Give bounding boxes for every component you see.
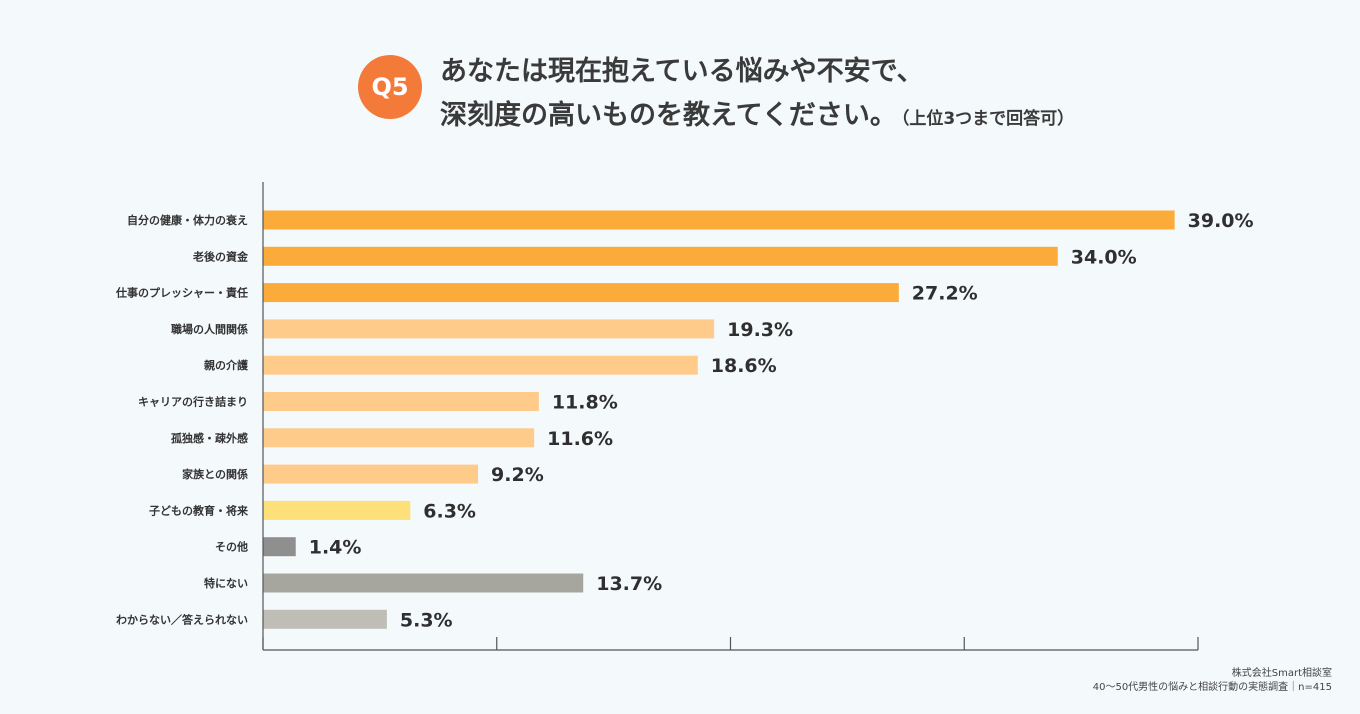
bar-9 [263, 500, 411, 520]
value-label-11: 13.7% [596, 573, 662, 595]
category-label-4: 職場の人間関係 [171, 322, 248, 336]
bar-4 [263, 319, 715, 339]
value-label-5: 18.6% [711, 355, 777, 377]
category-label-9: 子どもの教育・将来 [149, 503, 249, 517]
value-label-4: 19.3% [727, 319, 793, 341]
source-note: 株式会社Smart相談室 40〜50代男性の悩みと相談行動の実態調査｜n=415 [1093, 667, 1332, 695]
chart-header: Q5 あなたは現在抱えている悩みや不安で、 深刻度の高いものを教えてください。（… [0, 0, 1360, 140]
bar-7 [263, 428, 535, 448]
value-label-2: 34.0% [1071, 246, 1137, 268]
category-label-2: 老後の資金 [192, 249, 249, 263]
question-title-line1: あなたは現在抱えている悩みや不安で、 [440, 56, 924, 87]
question-title-line2-wrap: 深刻度の高いものを教えてください。 （上位3つまで回答可） [440, 94, 1074, 141]
question-title: あなたは現在抱えている悩みや不安で、 深刻度の高いものを教えてください。 （上位3… [440, 50, 1074, 141]
bar-2 [263, 246, 1058, 266]
category-label-12: わからない／答えられない [116, 612, 248, 626]
category-label-11: 特にない [204, 576, 248, 590]
value-label-8: 9.2% [491, 464, 544, 486]
value-label-7: 11.6% [547, 428, 613, 450]
value-label-9: 6.3% [423, 500, 476, 522]
source-survey: 40〜50代男性の悩みと相談行動の実態調査｜n=415 [1092, 682, 1332, 693]
value-label-12: 5.3% [400, 609, 453, 631]
category-label-8: 家族との関係 [182, 467, 248, 481]
value-label-3: 27.2% [912, 283, 978, 305]
source-company: 株式会社Smart相談室 [1231, 668, 1332, 679]
bar-1 [263, 210, 1175, 230]
bar-12 [263, 609, 387, 629]
category-label-1: 自分の健康・体力の衰え [127, 213, 248, 227]
category-label-3: 仕事のプレッシャー・責任 [115, 286, 248, 300]
bar-11 [263, 573, 584, 593]
category-label-7: 孤独感・疎外感 [171, 431, 248, 445]
bar-8 [263, 464, 479, 484]
category-label-6: キャリアの行き詰まり [138, 395, 248, 409]
question-title-line2: 深刻度の高いものを教えてください。 [440, 100, 897, 131]
category-label-10: その他 [215, 540, 248, 554]
question-badge: Q5 [358, 55, 422, 119]
value-label-6: 11.8% [552, 392, 618, 414]
question-badge-label: Q5 [371, 73, 409, 101]
bar-3 [263, 283, 899, 303]
value-label-10: 1.4% [309, 537, 362, 559]
bar-6 [263, 392, 539, 411]
bar-10 [263, 537, 296, 557]
category-label-5: 親の介護 [204, 358, 249, 372]
value-label-1: 39.0% [1188, 210, 1254, 232]
question-title-note: （上位3つまで回答可） [900, 109, 1075, 129]
bar-5 [263, 355, 698, 375]
